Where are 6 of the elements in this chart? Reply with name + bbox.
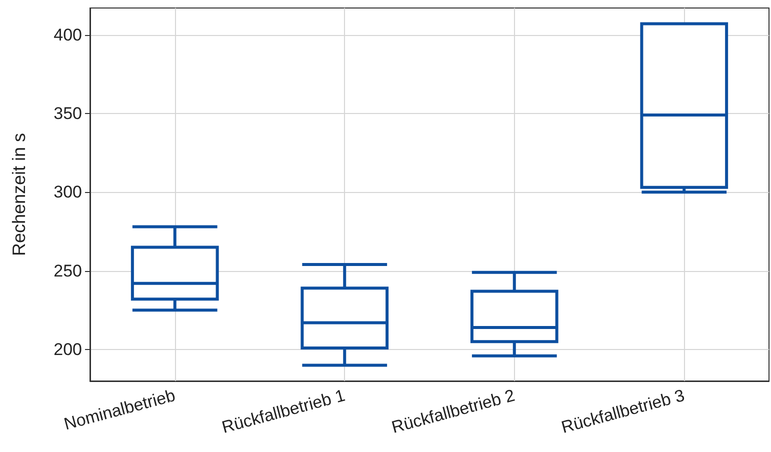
y-tick-label: 200: [54, 340, 82, 360]
y-tick-label: 300: [54, 182, 82, 202]
y-axis-title: Rechenzeit in s: [9, 132, 29, 256]
y-tick-label: 400: [54, 25, 82, 44]
y-tick-label: 350: [54, 104, 82, 123]
y-tick-label: 250: [54, 261, 82, 280]
